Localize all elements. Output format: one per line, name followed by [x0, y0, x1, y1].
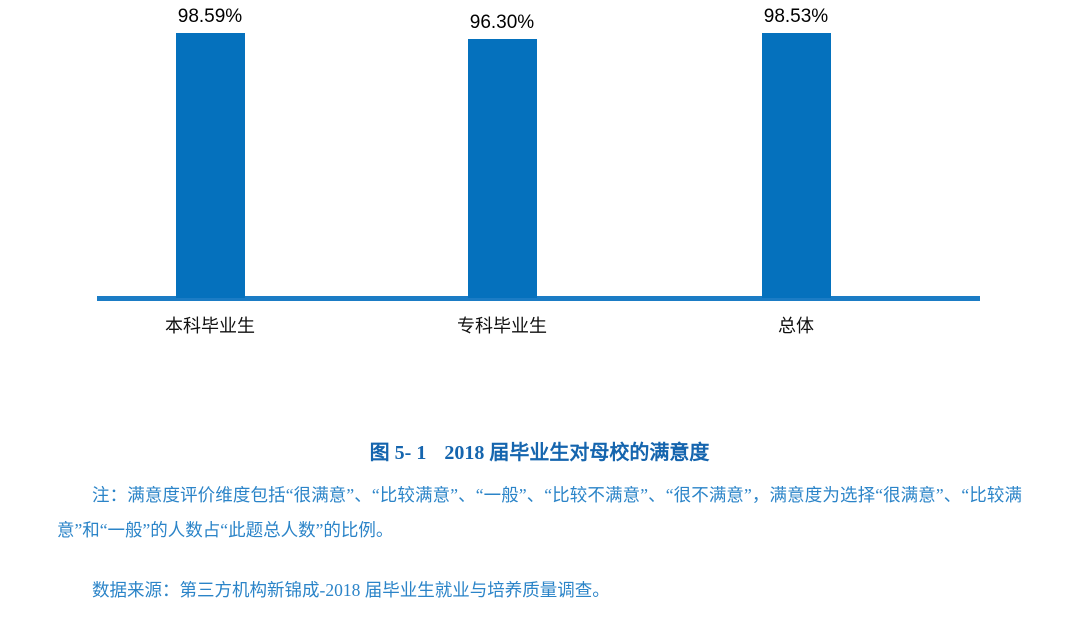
chart-bar [467, 39, 537, 298]
figure-number: 图 5- 1 [369, 442, 427, 464]
chart-bar [175, 33, 245, 298]
bar-value-label: 96.30% [469, 12, 535, 33]
figure-note: 注：满意度评价维度包括“很满意”、“比较满意”、“一般”、“比较不满意”、“很不… [57, 485, 1022, 540]
figure-caption: 图 5- 1 2018 届毕业生对母校的满意度 [0, 436, 1079, 465]
bar-value-label: 98.59% [177, 6, 243, 27]
satisfaction-bar-chart: 98.59% 本科毕业生 96.30% 专科毕业生 98.53% 总体 [97, 6, 980, 336]
data-source-note: 数据来源：第三方机构新锦成-2018 届毕业生就业与培养质量调查。 [92, 580, 610, 600]
chart-bar [761, 33, 831, 298]
figure-title: 2018 届毕业生对母校的满意度 [444, 442, 710, 464]
x-axis-category-label: 总体 [778, 316, 814, 336]
x-axis-category-label: 专科毕业生 [457, 316, 547, 336]
x-axis-line [97, 296, 980, 301]
x-axis-category-label: 本科毕业生 [165, 316, 255, 336]
bar-value-label: 98.53% [763, 6, 829, 27]
